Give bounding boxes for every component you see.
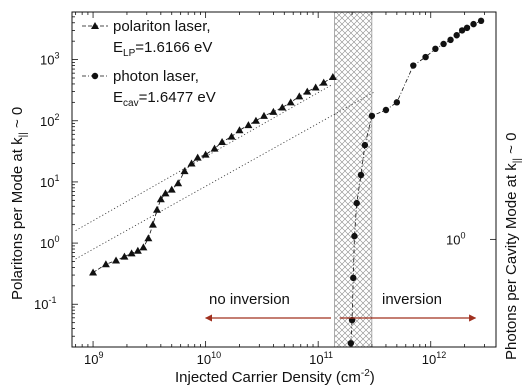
legend-marker-polariton: [91, 22, 99, 29]
y-tick-label: 103: [40, 51, 59, 68]
x-axis-title: Injected Carrier Density (cm-2): [175, 368, 375, 386]
series-2-point-18: [463, 24, 471, 32]
series-1-point-11: [156, 195, 165, 203]
series-1-point-30: [303, 87, 312, 95]
series-2-point-7: [361, 141, 369, 149]
series-1-point-17: [193, 153, 202, 161]
series-2-point-3: [350, 274, 357, 282]
series-1-point-8: [144, 234, 153, 242]
x-tick-label: 109: [84, 350, 103, 367]
series-2-point-20: [477, 17, 485, 25]
series-1-point-9: [148, 220, 157, 228]
series-1-point-14: [174, 179, 183, 187]
series-1-point-22: [235, 126, 244, 134]
shaded-region: [334, 11, 373, 348]
series-1-point-24: [251, 116, 260, 124]
series-1-point-27: [278, 103, 287, 111]
series-2-point-10: [393, 99, 401, 106]
series-2-point-16: [453, 32, 460, 39]
series-1-point-12: [161, 189, 170, 197]
series-1-point-32: [319, 78, 328, 86]
reference-line-1: [75, 84, 332, 231]
series-2-point-15: [447, 36, 454, 44]
annotation-no-inversion: no inversion: [209, 291, 290, 308]
series-2-point-8: [368, 112, 376, 120]
series-1-point-28: [286, 98, 295, 106]
series-2-point-4: [351, 232, 358, 240]
series-1-point-26: [269, 107, 278, 115]
series-2-point-13: [432, 45, 439, 53]
y-tick-label: 102: [40, 112, 59, 129]
series-2-point-12: [422, 53, 429, 61]
series-2-point-14: [440, 40, 447, 48]
x-tick-label: 1011: [309, 350, 333, 367]
legend-label-polariton: polariton laser,: [113, 18, 211, 35]
series-2-point-1: [347, 340, 355, 347]
y-tick-label: 10-1: [34, 295, 56, 312]
series-1-point-25: [259, 111, 268, 119]
series-1-point-2: [101, 260, 110, 268]
series-1-point-15: [180, 167, 189, 175]
series-2-point-19: [470, 20, 477, 28]
x-tick-label: 1012: [422, 350, 446, 367]
series-1-point-7: [139, 243, 148, 251]
y-axis-title-right: Photons per Cavity Mode at k|| ~ 0: [503, 133, 522, 360]
legend-sublabel-polariton: ELP=1.6166 eV: [113, 39, 212, 59]
series-2-point-9: [382, 106, 390, 114]
series-1-point-10: [153, 205, 162, 213]
series-2-point-17: [458, 27, 466, 34]
series-2-point-11: [410, 62, 417, 69]
reference-line-2: [75, 91, 376, 260]
legend-sublabel-photon: Ecav=1.6477 eV: [113, 89, 216, 109]
series-1-point-18: [201, 150, 210, 158]
series-1-point-4: [120, 252, 129, 260]
series-1-point-3: [112, 256, 121, 264]
y-tick-label: 100: [40, 234, 59, 251]
y-axis-title-left: Polaritons per Mode at k|| ~ 0: [9, 107, 29, 300]
series-1-point-1: [89, 268, 98, 276]
series-1-point-29: [295, 92, 304, 100]
series-1-point-20: [218, 137, 227, 145]
series-1-point-5: [127, 249, 136, 257]
series-1-point-13: [167, 185, 176, 193]
y-tick-label: 101: [40, 173, 59, 190]
series-2-point-5: [353, 199, 360, 207]
series-1-point-23: [244, 121, 253, 129]
legend-marker-photon: [91, 72, 99, 80]
legend-label-photon: photon laser,: [113, 68, 199, 85]
series-1-point-16: [187, 159, 196, 167]
series-1-point-33: [328, 72, 337, 80]
x-tick-label: 1010: [197, 350, 221, 367]
series-1-point-6: [133, 246, 142, 254]
series-1-point-19: [210, 144, 219, 152]
annotation-inversion: inversion: [382, 291, 442, 308]
series-1-point-21: [227, 132, 236, 140]
series-1-point-31: [311, 83, 320, 91]
right-y-tick-label: 100: [446, 230, 465, 247]
series-2-point-6: [357, 171, 365, 179]
